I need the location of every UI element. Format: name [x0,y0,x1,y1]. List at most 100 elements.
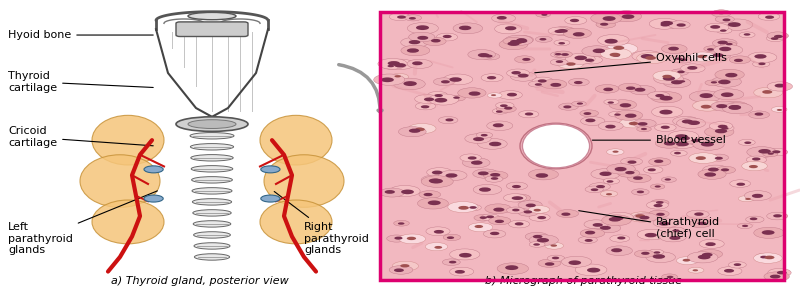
Circle shape [473,169,498,178]
Circle shape [566,62,576,66]
Circle shape [529,235,558,246]
Circle shape [486,215,494,218]
Circle shape [641,128,647,130]
Circle shape [701,105,711,109]
Circle shape [469,91,481,96]
Circle shape [603,88,613,91]
Circle shape [401,45,430,56]
Circle shape [646,201,668,209]
Circle shape [490,177,498,180]
Circle shape [622,14,634,19]
Circle shape [715,69,744,80]
Circle shape [459,253,472,258]
Circle shape [483,230,506,238]
Circle shape [479,187,491,192]
Circle shape [767,152,774,155]
Circle shape [558,103,578,110]
Ellipse shape [193,199,232,205]
Circle shape [713,53,723,57]
Circle shape [762,90,772,94]
Circle shape [758,13,780,20]
Circle shape [505,265,518,270]
Circle shape [416,25,429,30]
Circle shape [421,105,430,108]
Circle shape [711,76,742,87]
Circle shape [450,249,480,260]
Circle shape [668,47,679,51]
Circle shape [441,80,450,84]
Circle shape [754,87,782,98]
Circle shape [748,52,777,63]
Circle shape [662,274,678,280]
Circle shape [565,17,586,25]
Circle shape [581,56,602,64]
Circle shape [717,11,726,14]
Ellipse shape [191,166,233,172]
Circle shape [536,12,550,17]
Circle shape [401,190,414,194]
Circle shape [481,53,500,60]
Circle shape [450,95,466,101]
Circle shape [405,15,422,21]
Circle shape [561,53,569,56]
Circle shape [699,93,713,98]
Circle shape [535,173,548,178]
Circle shape [497,16,506,20]
Circle shape [765,15,774,19]
Ellipse shape [92,200,164,244]
Circle shape [446,173,458,178]
Circle shape [614,114,621,116]
Circle shape [409,32,435,42]
Circle shape [626,171,634,174]
Circle shape [702,253,713,257]
Circle shape [495,102,514,109]
Circle shape [489,142,502,146]
Ellipse shape [194,221,231,227]
Circle shape [713,39,737,48]
Circle shape [541,79,566,89]
Circle shape [609,217,621,222]
Circle shape [671,80,682,84]
Circle shape [745,198,751,200]
Text: Thyroid
cartilage: Thyroid cartilage [8,71,154,93]
Circle shape [607,164,635,174]
Circle shape [770,274,781,279]
Circle shape [496,110,502,113]
Circle shape [631,189,649,195]
Circle shape [717,125,734,131]
Circle shape [518,74,529,78]
Circle shape [626,86,635,90]
Circle shape [548,27,570,35]
Circle shape [509,220,530,228]
Circle shape [511,71,521,74]
Circle shape [409,17,416,20]
Circle shape [390,13,410,20]
Circle shape [678,70,685,73]
Circle shape [528,81,545,87]
Circle shape [722,127,729,130]
Circle shape [449,261,457,263]
Circle shape [660,232,686,242]
Circle shape [653,71,681,81]
Circle shape [470,206,477,209]
Circle shape [677,257,698,265]
Circle shape [538,216,546,219]
Circle shape [492,108,508,114]
Circle shape [669,56,686,62]
Circle shape [625,114,637,118]
Circle shape [462,158,490,168]
Circle shape [489,217,510,225]
Circle shape [600,191,618,197]
Bar [0,0,400,292]
Circle shape [649,158,670,166]
Circle shape [422,176,454,187]
Circle shape [614,110,642,120]
Circle shape [478,171,489,175]
Circle shape [424,98,434,101]
Circle shape [678,136,690,140]
Circle shape [771,37,778,40]
Circle shape [738,196,754,201]
Circle shape [386,235,406,242]
Circle shape [638,122,647,126]
Circle shape [668,21,690,29]
